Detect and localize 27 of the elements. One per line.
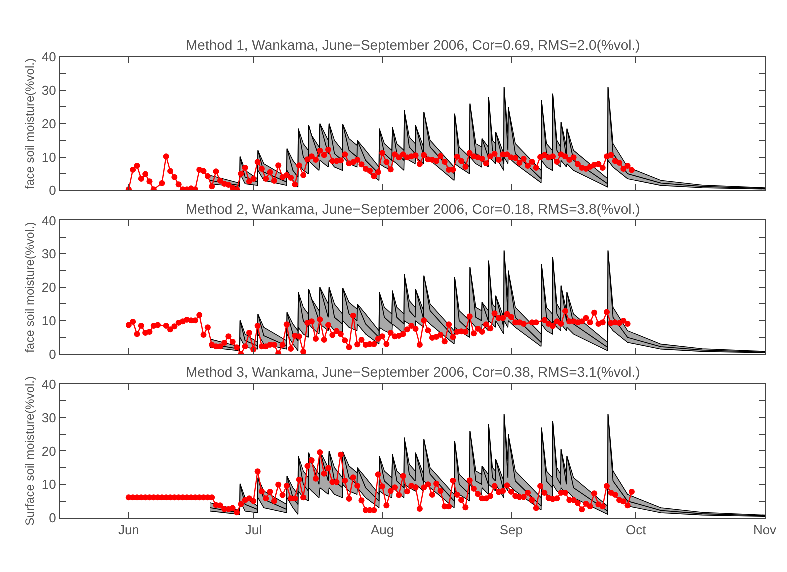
y-axis-title: Surface soil moisture(%vol.)	[23, 376, 38, 526]
y-tick-label: 20	[42, 116, 56, 132]
x-tick-label: Aug	[370, 522, 394, 538]
y-tick-label: 0	[49, 183, 56, 198]
y-tick-label: 0	[49, 346, 56, 362]
y-tick-label: 20	[42, 280, 56, 296]
y-tick-label: 40	[42, 50, 56, 65]
y-tick-label: 20	[42, 444, 56, 459]
y-axis-title: face soil moisture(%vol.)	[23, 58, 38, 190]
x-tick-label: Jul	[245, 522, 262, 538]
chart-title: Method 3, Wankama, June−September 2006, Cor=0.38, RMS=3.1(%vol.)	[186, 364, 640, 380]
y-tick-label: 10	[42, 150, 56, 165]
y-tick-label: 10	[42, 313, 56, 328]
y-tick-label: 10	[42, 477, 56, 492]
y-tick-label: 0	[49, 510, 56, 526]
chart-title: Method 1, Wankama, June−September 2006, Cor=0.69, RMS=2.0(%vol.)	[186, 37, 640, 53]
y-tick-label: 30	[42, 246, 56, 262]
x-tick-label: Nov	[753, 522, 778, 538]
y-axis-title: face soil moisture(%vol.)	[23, 222, 38, 353]
y-tick-label: 30	[42, 410, 56, 426]
x-tick-label: Oct	[626, 522, 647, 538]
x-tick-label: Sep	[500, 522, 523, 538]
x-tick-label: Jun	[118, 522, 140, 538]
y-tick-label: 40	[42, 376, 56, 392]
chart-title: Method 2, Wankama, June−September 2006, Cor=0.18, RMS=3.8(%vol.)	[186, 201, 640, 217]
y-tick-label: 40	[42, 213, 56, 228]
y-tick-label: 30	[42, 83, 56, 98]
